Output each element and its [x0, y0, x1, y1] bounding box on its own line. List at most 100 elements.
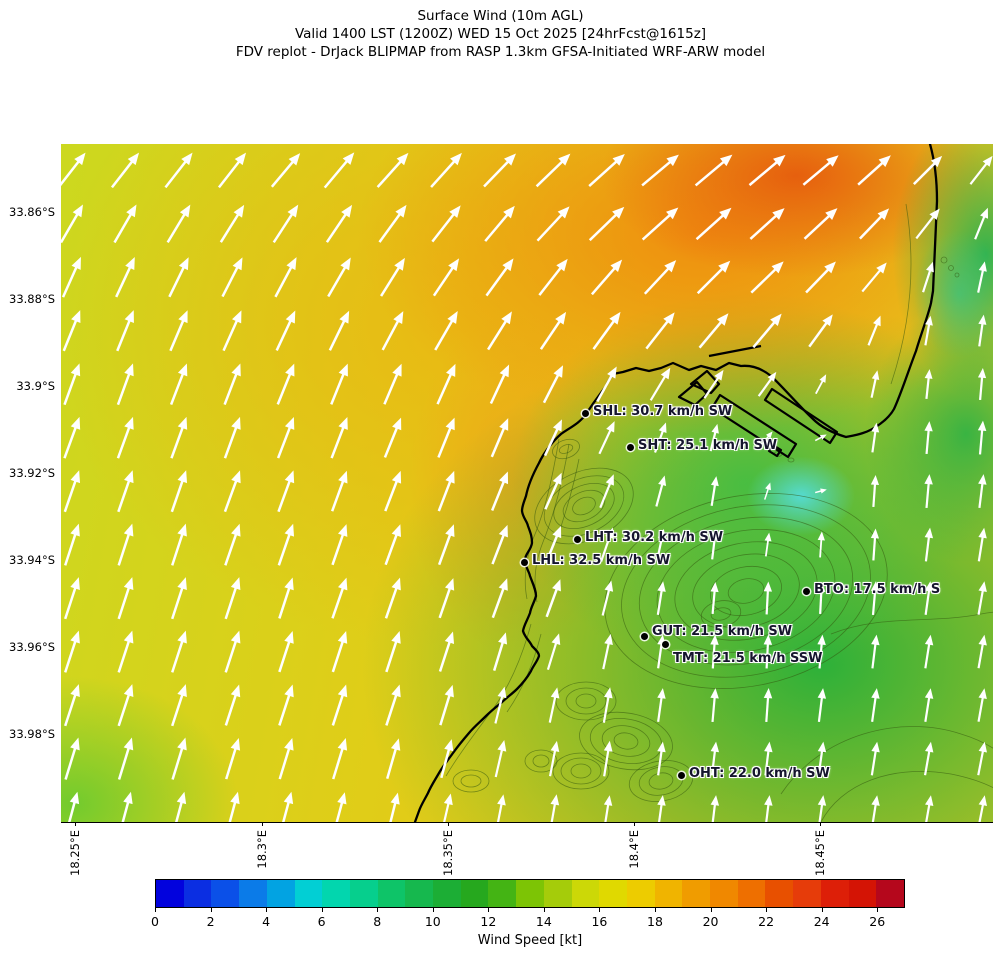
- wind-arrow: [643, 260, 677, 295]
- wind-arrow: [278, 577, 294, 619]
- wind-arrow: [924, 634, 934, 669]
- colorbar-segment: [682, 880, 711, 907]
- wind-arrow: [763, 688, 773, 723]
- wind-arrow: [657, 795, 666, 822]
- wind-arrow: [61, 204, 83, 244]
- wind-arrow: [169, 310, 188, 352]
- wind-arrow: [817, 795, 827, 822]
- wind-arrow: [170, 416, 188, 459]
- wind-arrow: [764, 741, 773, 776]
- wind-arrow: [490, 418, 509, 458]
- wind-arrow: [925, 795, 934, 822]
- wind-arrow: [64, 630, 80, 673]
- wind-arrow: [924, 527, 934, 562]
- wind-arrow: [383, 363, 402, 405]
- wind-arrow: [385, 631, 401, 673]
- wind-arrow: [542, 365, 564, 404]
- wind-arrow: [601, 580, 614, 616]
- wind-arrow: [169, 363, 188, 405]
- colorbar-segment: [239, 880, 267, 907]
- colorbar-segment: [211, 880, 240, 907]
- wind-arrow: [434, 311, 458, 351]
- wind-arrow: [695, 207, 732, 241]
- wind-arrow: [924, 421, 933, 455]
- wind-arrow: [803, 208, 838, 240]
- wind-arrow: [544, 525, 562, 564]
- colorbar-segment: [765, 880, 794, 907]
- y-tick-label: 33.94°S: [9, 553, 55, 567]
- x-tick-mark: [262, 822, 263, 826]
- wind-arrow: [710, 529, 719, 560]
- wind-arrow: [282, 791, 294, 822]
- wind-arrow: [978, 795, 987, 822]
- wind-arrow: [171, 523, 187, 566]
- station-label-SHT: SHT: 25.1 km/h SW: [638, 438, 778, 453]
- wind-arrow: [331, 577, 348, 619]
- wind-arrow: [761, 431, 773, 445]
- wind-arrow: [764, 482, 771, 500]
- wind-arrow: [805, 261, 836, 294]
- station-label-SHL: SHL: 30.7 km/h SW: [593, 404, 733, 419]
- wind-arrow: [602, 633, 613, 670]
- wind-arrow: [224, 630, 241, 673]
- wind-arrow: [596, 366, 617, 403]
- wind-arrow: [752, 313, 782, 349]
- wind-arrow: [121, 791, 133, 822]
- wind-arrow: [641, 207, 679, 241]
- colorbar-segment: [322, 880, 350, 907]
- wind-arrow: [641, 154, 679, 187]
- wind-arrow: [64, 737, 80, 780]
- wind-arrow: [590, 259, 623, 296]
- colorbar-segment: [294, 880, 323, 907]
- wind-arrow: [278, 631, 294, 673]
- wind-arrow: [977, 741, 987, 776]
- wind-arrow: [272, 204, 299, 244]
- station-marker-GUT: [640, 632, 648, 640]
- wind-arrow: [431, 205, 461, 243]
- wind-arrow: [710, 582, 719, 615]
- wind-arrow: [276, 363, 295, 405]
- wind-arrow: [857, 155, 891, 186]
- wind-arrow: [489, 364, 510, 405]
- wind-arrow: [645, 312, 675, 350]
- wind-arrow: [491, 578, 508, 619]
- wind-arrow: [802, 155, 839, 186]
- wind-arrow: [117, 737, 134, 780]
- colorbar-tick-label: 4: [262, 914, 271, 929]
- colorbar-tick-mark: [766, 908, 768, 912]
- y-tick-label: 33.92°S: [9, 466, 55, 480]
- wind-arrow: [335, 792, 347, 822]
- x-tick-label: 18.25°E: [68, 830, 82, 876]
- colorbar-tick-mark: [543, 908, 545, 912]
- wind-arrow: [223, 416, 241, 459]
- colorbar-tick-mark: [155, 908, 156, 912]
- station-label-BTO: BTO: 17.5 km/h S: [814, 582, 941, 597]
- wind-arrow: [225, 737, 241, 780]
- wind-arrow: [649, 367, 671, 401]
- wind-arrow: [600, 527, 614, 562]
- wind-arrow: [538, 258, 568, 296]
- colorbar-segment: [848, 880, 877, 907]
- map-canvas: [61, 144, 993, 822]
- station-marker-SHL: [581, 409, 589, 417]
- wind-arrow: [709, 423, 719, 452]
- wind-arrow: [764, 532, 772, 557]
- wind-arrow: [170, 470, 188, 513]
- colorbar-tick-label: 16: [591, 914, 608, 929]
- wind-arrow: [440, 739, 454, 779]
- colorbar-tick-label: 22: [758, 914, 775, 929]
- wind-arrow: [924, 474, 933, 509]
- wind-arrow: [276, 416, 295, 459]
- wind-arrow: [117, 684, 134, 727]
- wind-arrow: [977, 581, 987, 615]
- wind-arrow: [68, 791, 80, 822]
- wind-arrow: [63, 470, 81, 513]
- wind-arrow: [274, 257, 297, 298]
- wind-arrow: [171, 577, 187, 620]
- wind-arrow: [924, 581, 934, 615]
- wind-arrow: [330, 470, 348, 512]
- wind-arrow: [389, 792, 400, 822]
- y-tick-label: 33.98°S: [9, 727, 55, 741]
- colorbar-segment: [543, 880, 572, 907]
- colorbar-tick-mark: [877, 908, 879, 912]
